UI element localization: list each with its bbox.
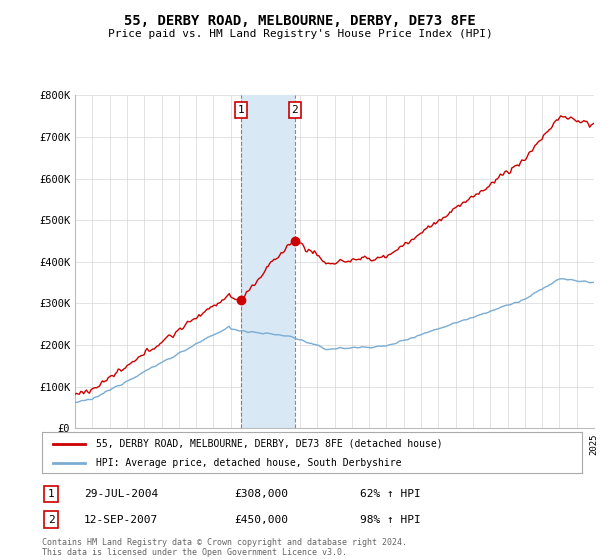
- Text: £450,000: £450,000: [234, 515, 288, 525]
- Text: Contains HM Land Registry data © Crown copyright and database right 2024.
This d: Contains HM Land Registry data © Crown c…: [42, 538, 407, 557]
- Text: 55, DERBY ROAD, MELBOURNE, DERBY, DE73 8FE (detached house): 55, DERBY ROAD, MELBOURNE, DERBY, DE73 8…: [96, 439, 443, 449]
- Text: 29-JUL-2004: 29-JUL-2004: [84, 489, 158, 499]
- Text: 2: 2: [47, 515, 55, 525]
- Text: 55, DERBY ROAD, MELBOURNE, DERBY, DE73 8FE: 55, DERBY ROAD, MELBOURNE, DERBY, DE73 8…: [124, 14, 476, 28]
- Text: Price paid vs. HM Land Registry's House Price Index (HPI): Price paid vs. HM Land Registry's House …: [107, 29, 493, 39]
- Text: 1: 1: [238, 105, 244, 115]
- Text: 12-SEP-2007: 12-SEP-2007: [84, 515, 158, 525]
- Text: 98% ↑ HPI: 98% ↑ HPI: [360, 515, 421, 525]
- Bar: [241, 95, 295, 428]
- Text: HPI: Average price, detached house, South Derbyshire: HPI: Average price, detached house, Sout…: [96, 458, 401, 468]
- Text: 2: 2: [292, 105, 298, 115]
- Text: 1: 1: [47, 489, 55, 499]
- Text: 62% ↑ HPI: 62% ↑ HPI: [360, 489, 421, 499]
- Text: £308,000: £308,000: [234, 489, 288, 499]
